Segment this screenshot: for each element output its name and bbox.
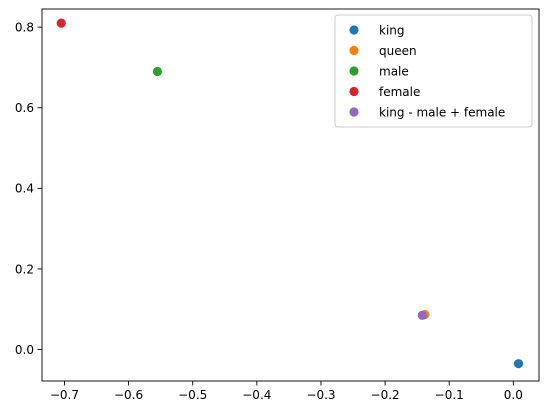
legend-marker <box>349 25 359 35</box>
x-tick-label: −0.7 <box>50 388 79 402</box>
data-point <box>56 18 66 28</box>
plot-frame <box>41 8 540 382</box>
x-tick-label: −0.3 <box>306 388 335 402</box>
legend-marker <box>349 66 359 76</box>
x-tick-label: −0.2 <box>371 388 400 402</box>
x-tick-label: −0.1 <box>435 388 464 402</box>
legend-frame <box>334 14 533 128</box>
axes-layer: −0.7 −0.6 −0.5 −0.4 −0.3 −0.2 −0.1 0.0 0.0 0.2 0.4… <box>15 8 540 402</box>
y-tick-label: 0.8 <box>15 20 34 34</box>
points-layer <box>56 18 524 369</box>
data-point <box>513 359 524 369</box>
legend-label: king <box>379 23 405 37</box>
data-point <box>417 310 427 320</box>
legend: king queen male female king - male + female <box>334 14 533 128</box>
y-tick-label: 0.4 <box>15 182 34 196</box>
y-tick-label: 0.2 <box>15 262 34 276</box>
legend-label: king - male + female <box>379 105 505 119</box>
x-tick-label: −0.5 <box>178 388 207 402</box>
x-tick-label: −0.6 <box>114 388 143 402</box>
legend-marker <box>349 107 359 117</box>
x-tick-label: −0.4 <box>242 388 271 402</box>
y-tick-label: 0.6 <box>15 101 34 115</box>
legend-marker <box>349 86 359 97</box>
data-point <box>152 66 163 77</box>
legend-label: female <box>379 85 420 99</box>
legend-marker <box>349 45 359 56</box>
y-tick-label: 0.0 <box>15 343 34 357</box>
legend-label: queen <box>379 44 417 58</box>
legend-label: male <box>379 64 409 78</box>
x-tick-label: 0.0 <box>504 388 523 402</box>
